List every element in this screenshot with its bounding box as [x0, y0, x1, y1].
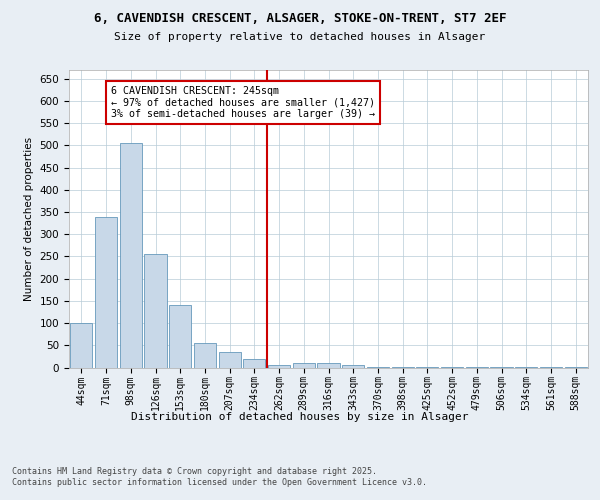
Bar [169, 306, 191, 368]
Bar [119, 144, 142, 368]
Bar [268, 366, 290, 368]
Bar [70, 323, 92, 368]
Bar [194, 343, 216, 367]
Text: Contains HM Land Registry data © Crown copyright and database right 2025.
Contai: Contains HM Land Registry data © Crown c… [12, 468, 427, 487]
Y-axis label: Number of detached properties: Number of detached properties [24, 136, 34, 301]
Text: 6 CAVENDISH CRESCENT: 245sqm
← 97% of detached houses are smaller (1,427)
3% of : 6 CAVENDISH CRESCENT: 245sqm ← 97% of de… [111, 86, 375, 118]
Text: Size of property relative to detached houses in Alsager: Size of property relative to detached ho… [115, 32, 485, 42]
Bar [95, 216, 117, 368]
Bar [342, 366, 364, 368]
Bar [317, 363, 340, 368]
Text: Distribution of detached houses by size in Alsager: Distribution of detached houses by size … [131, 412, 469, 422]
Text: 6, CAVENDISH CRESCENT, ALSAGER, STOKE-ON-TRENT, ST7 2EF: 6, CAVENDISH CRESCENT, ALSAGER, STOKE-ON… [94, 12, 506, 26]
Bar [218, 352, 241, 368]
Bar [367, 366, 389, 368]
Bar [243, 358, 265, 368]
Bar [145, 254, 167, 368]
Bar [293, 363, 315, 368]
